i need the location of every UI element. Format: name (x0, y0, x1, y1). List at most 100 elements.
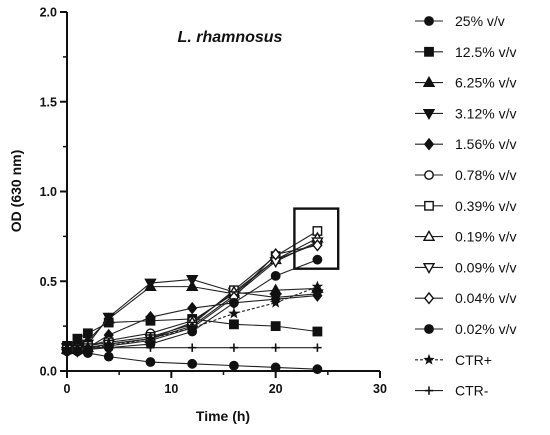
legend-marker (422, 75, 436, 88)
marker-circle (312, 364, 323, 375)
marker-star (311, 280, 324, 292)
legend-marker (424, 16, 434, 26)
data-point (188, 343, 197, 352)
marker-circle (187, 358, 198, 369)
legend-marker (424, 200, 434, 211)
marker-diamond (312, 239, 323, 252)
legend-marker (423, 353, 435, 365)
highlight-box (293, 207, 340, 270)
marker-diamond (187, 301, 198, 315)
data-point (144, 278, 157, 290)
legend-marker (423, 291, 435, 305)
marker-circle (229, 297, 239, 308)
marker-circle (424, 324, 434, 334)
legend-item-4: 3.12% v/v (415, 105, 516, 121)
y-tick-label: 0.5 (40, 275, 57, 289)
legend-label: 1.56% v/v (455, 136, 516, 152)
marker-star (186, 321, 198, 333)
data-point (104, 343, 113, 352)
legend-item-13: CTR- (415, 383, 489, 399)
legend-item-7: 0.39% v/v (415, 198, 516, 214)
marker-triangle-up (422, 75, 436, 88)
data-point (229, 360, 239, 371)
marker-square (424, 46, 434, 57)
legend-label: 0.19% v/v (455, 229, 516, 245)
x-tick-label: 0 (64, 382, 71, 396)
data-point (312, 289, 323, 302)
data-point (229, 343, 239, 352)
marker-star (144, 332, 157, 344)
data-point (186, 321, 198, 333)
x-tick-label: 30 (373, 382, 387, 396)
x-tick-label: 10 (164, 382, 178, 396)
data-point (313, 343, 322, 352)
marker-triangle-down (186, 275, 199, 287)
legend-label: 0.09% v/v (455, 259, 516, 275)
legend-label: CTR+ (455, 352, 492, 368)
data-point (270, 321, 281, 332)
marker-triangle-down (102, 312, 115, 324)
chart-title: L. rhamnosus (178, 29, 283, 46)
data-point (312, 254, 323, 265)
data-point (145, 310, 156, 324)
data-point (229, 297, 239, 308)
legend-label: 0.04% v/v (455, 290, 516, 306)
marker-diamond (423, 291, 435, 305)
legend-label: 0.02% v/v (455, 321, 516, 337)
marker-square (270, 321, 281, 332)
legend: 25% v/v 12.5% v/v 6.25% v/v 3.12% v/v 1.56% … (415, 13, 516, 399)
legend-label: 3.12% v/v (455, 105, 516, 121)
marker-square (229, 319, 239, 330)
legend-marker (424, 324, 434, 334)
legend-item-6: 0.78% v/v (415, 167, 516, 183)
marker-triangle-up (269, 283, 282, 295)
legend-item-5: 1.56% v/v (415, 136, 516, 152)
marker-circle (270, 270, 281, 281)
series-line (67, 286, 318, 351)
legend-marker (423, 137, 435, 151)
y-tick-label: 1.5 (40, 95, 57, 109)
series-layer (60, 226, 324, 375)
marker-star (423, 353, 435, 365)
data-point (103, 351, 114, 362)
data-point (145, 357, 156, 367)
marker-diamond (423, 137, 435, 151)
marker-triangle-down (422, 263, 436, 275)
data-point (270, 362, 281, 373)
data-point (187, 301, 198, 315)
marker-diamond (145, 310, 156, 324)
data-point (270, 248, 281, 261)
legend-item-8: 0.19% v/v (415, 229, 516, 245)
series-13 (62, 343, 322, 352)
data-point (83, 343, 93, 352)
legend-label: CTR- (455, 383, 489, 399)
marker-triangle-up (422, 229, 436, 242)
legend-marker (424, 46, 434, 57)
legend-label: 0.39% v/v (455, 198, 516, 214)
data-point (62, 343, 72, 352)
legend-label: 25% v/v (455, 13, 505, 29)
data-point (312, 239, 323, 252)
x-axis-label: Time (h) (196, 408, 250, 424)
data-point (73, 343, 82, 352)
legend-item-2: 12.5% v/v (415, 44, 516, 60)
legend-label: 0.78% v/v (455, 167, 516, 183)
data-point (311, 280, 324, 292)
legend-item-12: CTR+ (415, 352, 492, 368)
legend-item-3: 6.25% v/v (415, 75, 516, 91)
data-point (102, 312, 115, 324)
marker-star (228, 307, 240, 319)
legend-label: 12.5% v/v (455, 44, 516, 60)
marker-square (424, 200, 434, 211)
marker-triangle-down (422, 108, 436, 121)
marker-circle (145, 357, 156, 367)
legend-marker (422, 263, 436, 275)
legend-marker (422, 229, 436, 242)
data-point (269, 283, 282, 295)
marker-circle (424, 170, 434, 180)
data-point (312, 326, 323, 337)
marker-diamond (312, 289, 323, 302)
y-tick-label: 0.0 (40, 365, 57, 379)
data-point (228, 307, 240, 319)
